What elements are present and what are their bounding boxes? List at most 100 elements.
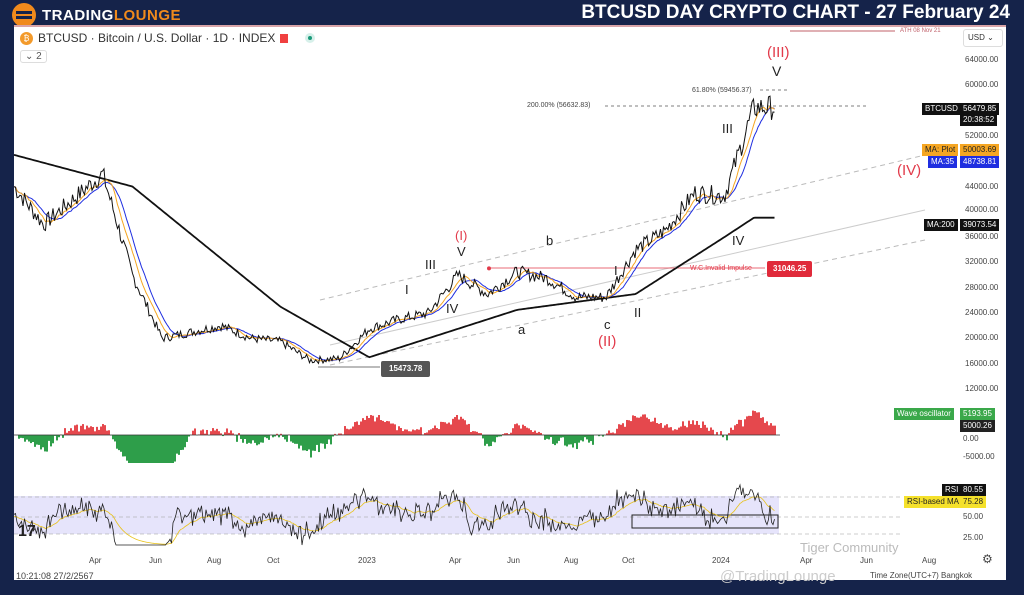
ma-plot-line: [13, 105, 775, 362]
oscillator-bar: [482, 435, 484, 439]
oscillator-bar: [78, 431, 80, 435]
currency-select[interactable]: USD ⌄: [963, 29, 1003, 47]
oscillator-bar: [500, 435, 502, 437]
oscillator-bar: [178, 435, 180, 455]
ma-plot-label: MA: Plot: [922, 144, 959, 156]
price-axis-label: 52000.00: [965, 130, 999, 140]
oscillator-bar: [220, 433, 222, 435]
oscillator-bar: [228, 432, 230, 435]
oscillator-bar: [370, 415, 372, 435]
flag-icon[interactable]: [280, 33, 289, 43]
oscillator-bar: [664, 425, 666, 435]
oscillator-bar: [704, 424, 706, 435]
oscillator-bar: [598, 435, 600, 437]
oscillator-bar: [636, 417, 638, 435]
oscillator-bar: [112, 435, 114, 440]
oscillator-bar: [158, 435, 160, 463]
market-status-icon: [305, 33, 316, 43]
symbol-title: BTCUSD · Bitcoin / U.S. Dollar · 1D · IN…: [38, 31, 276, 45]
osc-axis-neg: -5000.00: [963, 452, 995, 461]
oscillator-bar: [92, 427, 94, 435]
oscillator-bar: [522, 424, 524, 435]
oscillator-bar: [674, 429, 676, 435]
oscillator-bar: [340, 433, 342, 435]
oscillator-bar: [126, 435, 128, 461]
oscillator-bar: [650, 421, 652, 435]
oscillator-bar: [570, 435, 572, 445]
oscillator-bar: [648, 419, 650, 435]
oscillator-bar: [130, 435, 132, 463]
oscillator-bar: [124, 435, 126, 457]
oscillator-bar: [402, 431, 404, 435]
oscillator-bar: [430, 429, 432, 435]
oscillator-bar: [606, 433, 608, 435]
oscillator-bar: [238, 433, 240, 435]
oscillator-bar: [386, 420, 388, 435]
oscillator-bar: [58, 435, 60, 438]
price-axis-label: 44000.00: [965, 181, 999, 191]
oscillator-bar: [584, 435, 586, 438]
oscillator-bar: [592, 435, 594, 445]
time-axis-label: 2024: [712, 556, 730, 565]
oscillator-bar: [254, 435, 256, 443]
oscillator-bar: [22, 435, 24, 439]
oscillator-bar: [294, 435, 296, 444]
time-axis-label: Jun: [149, 556, 162, 565]
oscillator-bar: [394, 424, 396, 435]
oscillator-bar: [192, 430, 194, 435]
time-axis-label: Oct: [267, 556, 280, 565]
oscillator-bar: [640, 416, 642, 435]
oscillator-bar: [44, 435, 46, 452]
timezone-label[interactable]: Time Zone(UTC+7) Bangkok: [870, 571, 973, 580]
oscillator-bar: [210, 431, 212, 435]
indicators-collapse-button[interactable]: ⌄ 2: [20, 50, 47, 63]
oscillator-bar: [526, 427, 528, 435]
oscillator-bar: [356, 421, 358, 435]
oscillator-bar: [722, 435, 724, 438]
oscillator-bar: [552, 435, 554, 444]
oscillator-bar: [66, 432, 68, 435]
oscillator-bar: [616, 428, 618, 435]
chart-panel[interactable]: [14, 25, 1006, 580]
oscillator-bar: [376, 417, 378, 435]
oscillator-bar: [756, 412, 758, 435]
oscillator-bar: [554, 435, 556, 446]
oscillator-bar: [276, 433, 278, 435]
oscillator-bar: [80, 425, 82, 435]
oscillator-bar: [440, 421, 442, 435]
oscillator-bar: [458, 419, 460, 435]
oscillator-bar: [256, 435, 258, 446]
settings-gear-icon[interactable]: ⚙: [982, 552, 993, 566]
wave-oscillator-value: 5193.95: [960, 408, 995, 420]
oscillator-bar: [710, 427, 712, 435]
oscillator-bar: [230, 430, 232, 435]
oscillator-bar: [642, 414, 644, 435]
oscillator-bar: [578, 435, 580, 443]
oscillator-bar: [308, 435, 310, 450]
oscillator-bar: [614, 433, 616, 435]
oscillator-bar: [528, 428, 530, 435]
oscillator-bar: [546, 435, 548, 439]
oscillator-bar: [74, 425, 76, 435]
oscillator-bar: [62, 435, 64, 438]
symbol-legend[interactable]: ₿ BTCUSD · Bitcoin / U.S. Dollar · 1D · …: [20, 31, 316, 45]
oscillator-bar: [42, 435, 44, 448]
oscillator-bar: [658, 423, 660, 435]
oscillator-bar: [450, 424, 452, 435]
oscillator-bar: [498, 435, 500, 437]
oscillator-bar: [320, 435, 322, 444]
oscillator-bar: [572, 435, 574, 448]
oscillator-bar: [770, 423, 772, 435]
oscillator-bar: [558, 435, 560, 441]
oscillator-bar: [284, 435, 286, 440]
oscillator-bar: [350, 428, 352, 435]
oscillator-bar: [352, 426, 354, 435]
oscillator-bar: [532, 431, 534, 435]
oscillator-bar: [100, 426, 102, 435]
oscillator-bar: [678, 427, 680, 435]
rsi-ma-value: 75.28: [960, 496, 987, 508]
oscillator-bar: [662, 427, 664, 435]
oscillator-bar: [262, 435, 264, 443]
oscillator-bar: [232, 433, 234, 435]
